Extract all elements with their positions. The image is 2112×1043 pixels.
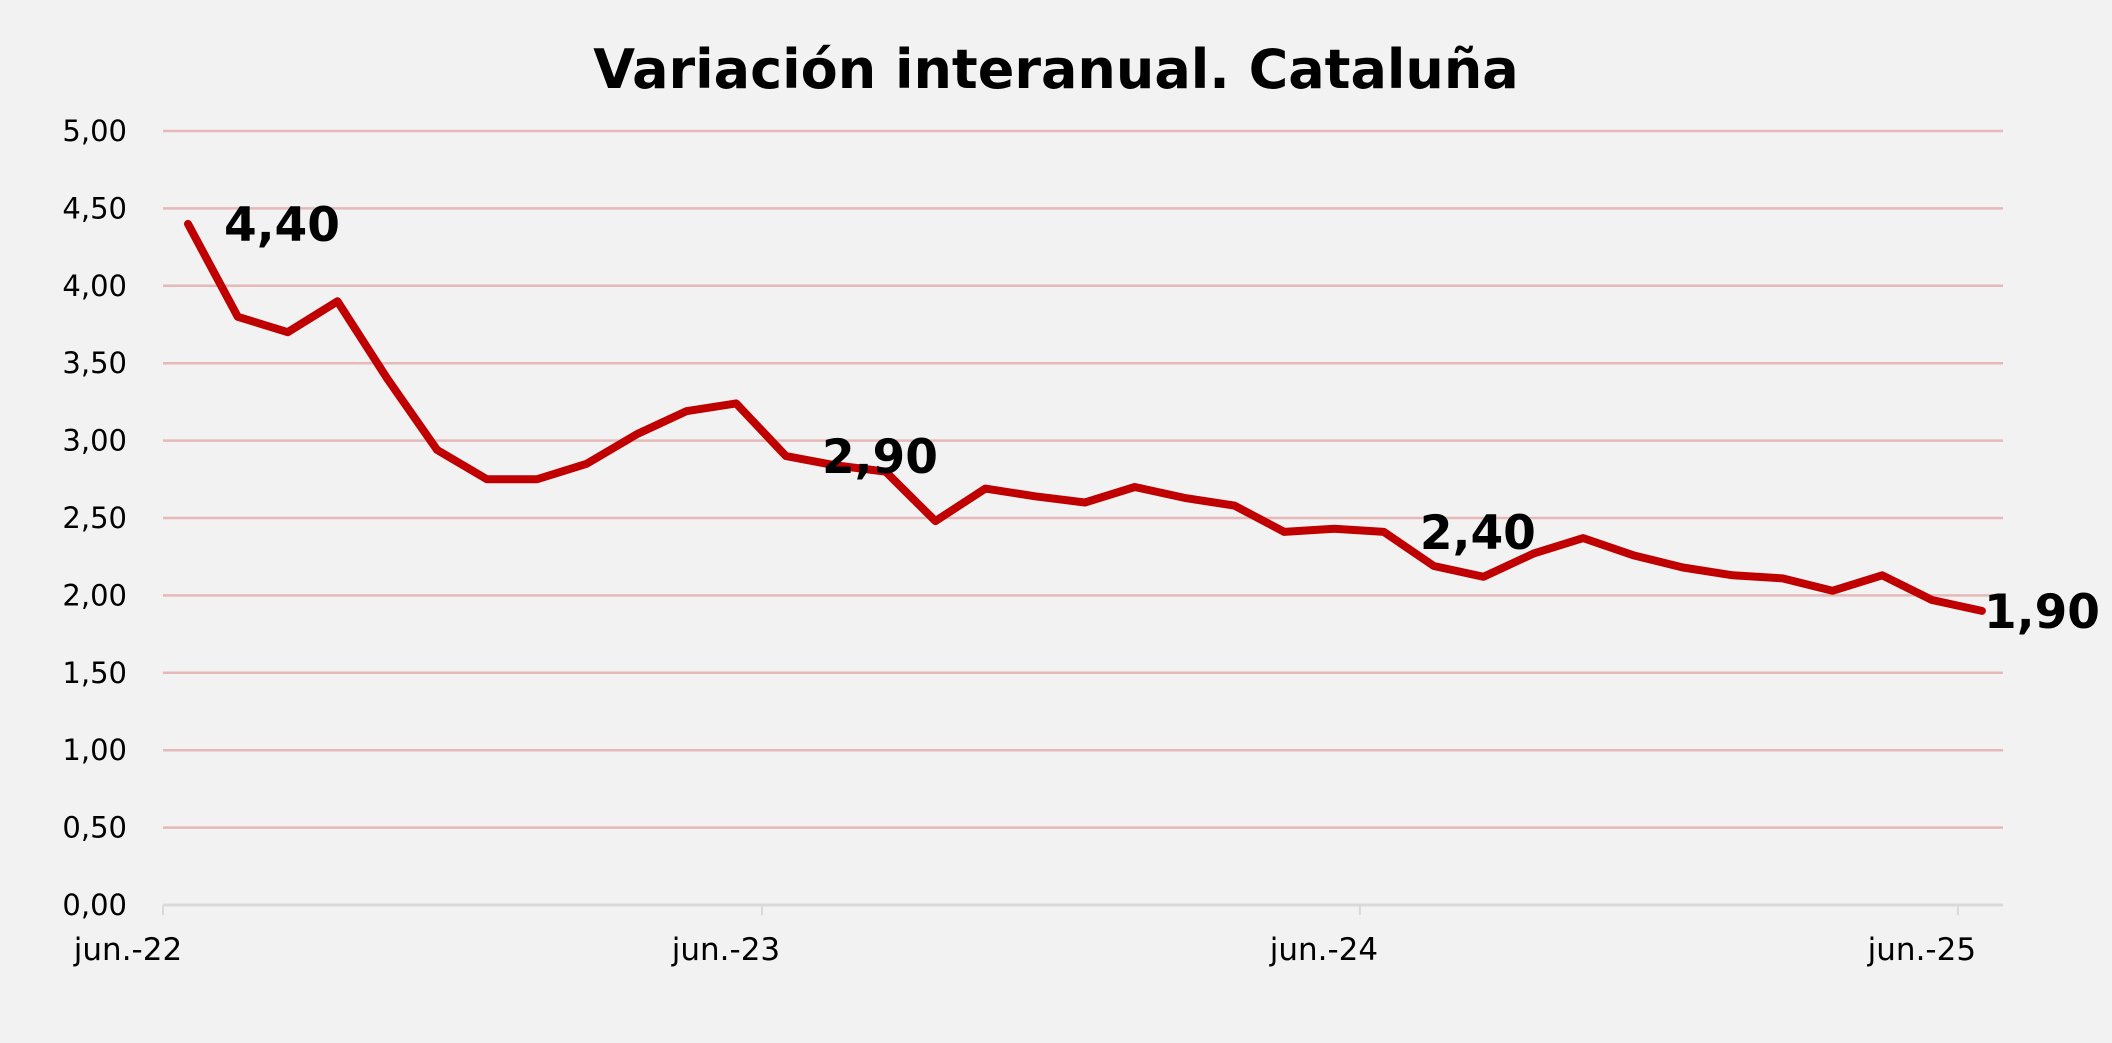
data-label: 2,90: [822, 430, 938, 485]
y-tick-label: 1,00: [62, 733, 127, 767]
y-tick-label: 1,50: [62, 656, 127, 690]
x-tick-label: jun.-24: [1269, 932, 1378, 968]
y-tick-label: 3,50: [62, 346, 127, 380]
x-tick-label: jun.-23: [671, 932, 780, 968]
x-axis: [162, 903, 2003, 915]
x-tick-label: jun.-22: [73, 932, 182, 968]
data-labels: 4,40 2,90 2,40 1,90: [224, 198, 2100, 640]
y-tick-label: 2,00: [62, 578, 127, 612]
x-axis-tick-labels: jun.-22 jun.-23 jun.-24 jun.-25: [73, 932, 1976, 968]
series-layer: [184, 219, 1986, 615]
y-tick-label: 0,50: [62, 811, 127, 845]
y-tick-label: 5,00: [62, 114, 127, 148]
data-label: 1,90: [1984, 585, 2100, 640]
y-tick-label: 4,50: [62, 191, 127, 225]
data-label: 2,40: [1420, 506, 1536, 561]
chart-title: Variación interanual. Cataluña: [593, 38, 1519, 101]
y-tick-label: 3,00: [62, 424, 127, 458]
y-axis-tick-labels: 0,00 0,50 1,00 1,50 2,00 2,50 3,00 3,50 4,00 4,50…: [62, 114, 127, 922]
data-label: 4,40: [224, 198, 340, 253]
y-tick-label: 4,00: [62, 269, 127, 303]
x-tick-label: jun.-25: [1867, 932, 1976, 968]
y-tick-label: 2,50: [62, 501, 127, 535]
y-tick-label: 0,00: [62, 888, 127, 922]
gridlines: [163, 129, 2003, 829]
